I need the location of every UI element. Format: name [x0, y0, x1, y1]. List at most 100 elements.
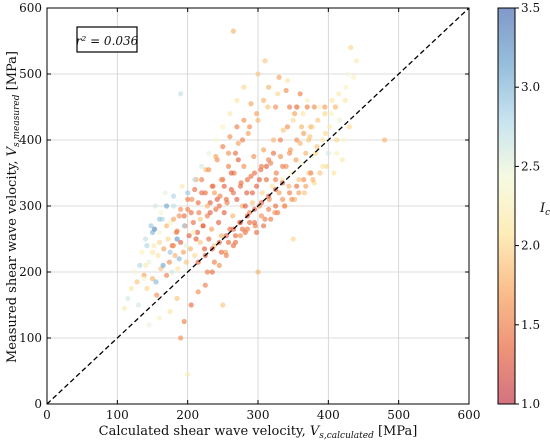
data-point — [137, 262, 143, 268]
data-point — [320, 163, 326, 169]
data-point — [351, 74, 357, 80]
data-point — [255, 269, 261, 275]
data-point — [211, 190, 217, 196]
data-point — [225, 150, 232, 156]
data-point — [280, 196, 286, 202]
data-point — [223, 252, 229, 259]
data-point — [289, 196, 295, 202]
data-point — [294, 137, 300, 143]
data-point — [206, 167, 212, 173]
one-to-one-line — [46, 7, 470, 405]
data-point — [334, 150, 340, 156]
x-tick-label: 100 — [106, 408, 129, 422]
data-point — [235, 157, 241, 163]
data-point — [287, 150, 293, 156]
data-point — [258, 213, 265, 219]
data-point — [178, 206, 184, 212]
data-point — [265, 104, 271, 110]
data-point — [299, 160, 305, 166]
data-point — [297, 140, 303, 146]
data-point — [176, 256, 182, 262]
data-point — [284, 78, 291, 84]
data-point — [230, 190, 236, 196]
data-point — [188, 302, 194, 308]
data-point — [188, 210, 194, 216]
data-point — [336, 91, 342, 97]
data-point — [225, 239, 232, 245]
data-point — [185, 190, 191, 196]
data-point — [172, 252, 178, 259]
data-point — [232, 233, 239, 239]
data-point — [270, 137, 277, 143]
data-point — [171, 193, 177, 199]
data-point — [181, 318, 187, 325]
data-point — [304, 97, 310, 103]
colorbar-ticks: 1.0 1.5 2.0 2.5 3.0 3.5 — [515, 1, 540, 411]
data-point — [156, 229, 163, 235]
data-point — [220, 302, 226, 308]
data-point — [179, 183, 185, 189]
x-axis-label: Calculated shear wave velocity, Vs,calcu… — [99, 424, 418, 441]
data-point — [296, 177, 302, 183]
data-point — [346, 124, 352, 130]
data-point — [190, 219, 196, 226]
data-point — [382, 137, 388, 143]
data-point — [290, 117, 296, 123]
data-point — [287, 104, 293, 110]
data-point — [228, 170, 234, 176]
data-point — [192, 252, 198, 259]
data-point — [251, 219, 258, 226]
data-point — [216, 219, 222, 226]
data-point — [337, 117, 343, 123]
data-point — [306, 137, 312, 143]
data-point — [275, 210, 281, 216]
data-point — [254, 111, 260, 117]
data-point — [276, 74, 282, 80]
data-point — [301, 190, 307, 196]
data-point — [259, 190, 265, 196]
data-point — [194, 229, 201, 235]
data-point — [266, 84, 272, 90]
colorbar-label: Ic — [539, 201, 550, 218]
data-point — [353, 58, 360, 64]
data-point — [185, 206, 191, 212]
data-point — [270, 150, 277, 156]
data-point — [206, 236, 212, 242]
data-point — [241, 163, 247, 169]
data-point — [185, 371, 191, 377]
data-point — [195, 289, 201, 295]
data-point — [175, 266, 181, 272]
data-point — [220, 124, 226, 130]
data-point — [197, 216, 203, 222]
data-point — [230, 243, 236, 249]
data-point — [200, 223, 206, 229]
data-point — [311, 104, 317, 110]
data-point — [242, 203, 248, 209]
data-point — [244, 226, 250, 232]
colorbar-tick-label: 2.5 — [521, 159, 540, 173]
y-tick-label: 200 — [19, 265, 42, 279]
data-point — [220, 144, 226, 150]
data-point — [190, 229, 196, 235]
data-point — [315, 117, 321, 123]
data-point — [202, 282, 208, 288]
data-point — [156, 315, 163, 321]
data-point — [234, 97, 240, 103]
x-tick-label: 400 — [317, 408, 340, 422]
data-point — [331, 170, 337, 176]
data-point — [152, 203, 158, 209]
data-point — [239, 226, 246, 232]
data-point — [160, 262, 166, 268]
data-point — [254, 183, 260, 189]
data-point — [249, 200, 255, 206]
data-point — [251, 153, 257, 160]
data-point — [263, 163, 269, 169]
data-point — [199, 177, 205, 183]
data-point — [237, 183, 243, 189]
data-point — [293, 157, 299, 163]
data-point — [258, 163, 265, 169]
data-point — [276, 190, 282, 196]
data-point — [197, 239, 203, 245]
data-point — [317, 170, 323, 176]
data-point — [277, 137, 284, 143]
